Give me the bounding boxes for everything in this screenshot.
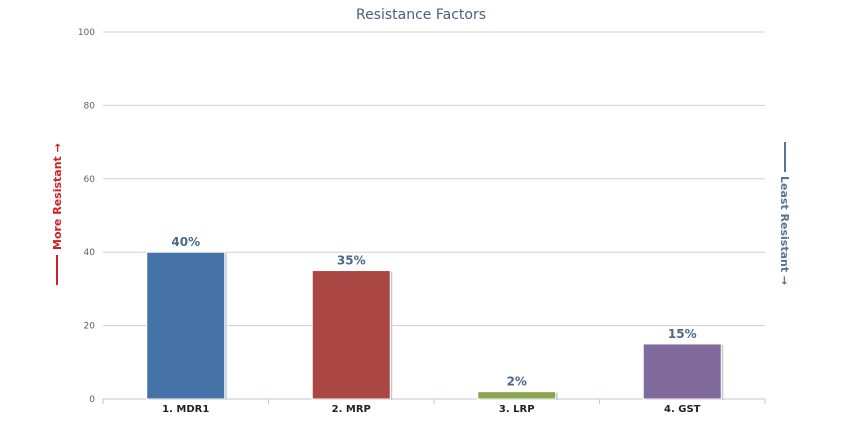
y-axis-ticks: 0 20 40 60 80 100 bbox=[78, 28, 95, 405]
bar bbox=[311, 270, 391, 400]
left-axis-title: More Resistant → bbox=[51, 143, 64, 285]
data-labels: 40% 35% 2% 15% bbox=[171, 235, 696, 388]
y-tick-label: 40 bbox=[84, 248, 96, 258]
y-tick-label: 60 bbox=[84, 175, 96, 185]
right-axis-label: Least Resistant → bbox=[778, 176, 791, 285]
x-category-label: 1. MDR1 bbox=[162, 404, 209, 415]
bars bbox=[146, 251, 724, 400]
left-axis-label: More Resistant → bbox=[51, 143, 64, 250]
bar bbox=[146, 251, 226, 400]
x-category-label: 3. LRP bbox=[499, 404, 535, 415]
bar bbox=[642, 343, 722, 400]
right-axis-title: Least Resistant → bbox=[778, 142, 791, 285]
data-label: 2% bbox=[507, 375, 527, 389]
data-label: 40% bbox=[171, 235, 200, 249]
data-label: 35% bbox=[337, 254, 366, 268]
chart-title: Resistance Factors bbox=[356, 7, 486, 23]
x-axis-categories: 1. MDR1 2. MRP 3. LRP 4. GST bbox=[102, 399, 766, 415]
bar bbox=[477, 391, 557, 400]
x-category-label: 2. MRP bbox=[332, 404, 371, 415]
data-label: 15% bbox=[668, 327, 697, 341]
y-tick-label: 100 bbox=[78, 28, 95, 38]
x-category-label: 4. GST bbox=[664, 404, 701, 415]
y-tick-label: 20 bbox=[84, 322, 96, 332]
y-tick-label: 0 bbox=[89, 395, 95, 405]
y-tick-label: 80 bbox=[84, 101, 96, 111]
